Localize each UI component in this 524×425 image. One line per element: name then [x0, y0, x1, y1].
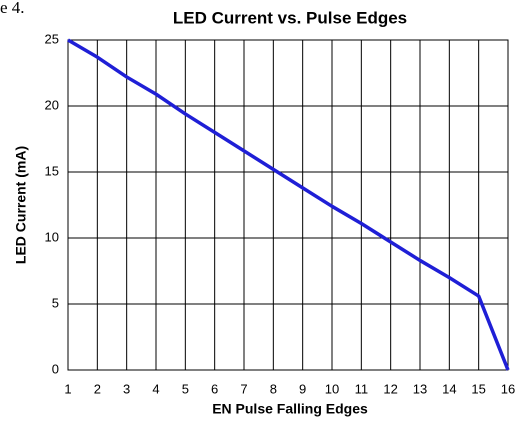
x-tick-label: 2: [94, 381, 101, 396]
x-tick-label: 4: [152, 381, 159, 396]
y-axis-label: LED Current (mA): [13, 146, 29, 264]
x-tick-label: 13: [413, 381, 427, 396]
plot-frame: [67, 39, 509, 371]
x-tick-label: 8: [270, 381, 277, 396]
y-tick-label: 0: [52, 361, 59, 376]
x-tick-label: 16: [501, 381, 515, 396]
x-tick-label: 12: [383, 381, 397, 396]
x-axis-label: EN Pulse Falling Edges: [212, 401, 368, 417]
data-line: [67, 38, 510, 371]
x-tick-label: 11: [355, 381, 369, 396]
y-tick-label: 25: [45, 31, 59, 46]
x-tick-label: 1: [64, 381, 71, 396]
y-tick-label: 5: [52, 295, 59, 310]
x-tick-label: 9: [299, 381, 306, 396]
x-tick-label: 15: [471, 381, 485, 396]
y-tick-label: 20: [45, 97, 59, 112]
x-tick-label: 14: [442, 381, 456, 396]
y-tick-label: 15: [45, 163, 59, 178]
chart-title: LED Current vs. Pulse Edges: [173, 8, 407, 27]
x-tick-label: 5: [182, 381, 189, 396]
x-tick-label: 10: [325, 381, 339, 396]
y-tick-label: 10: [45, 229, 59, 244]
x-tick-label: 3: [123, 381, 130, 396]
x-tick-label: 6: [211, 381, 218, 396]
x-tick-label: 7: [240, 381, 247, 396]
page-fragment: e 4.: [0, 0, 25, 17]
